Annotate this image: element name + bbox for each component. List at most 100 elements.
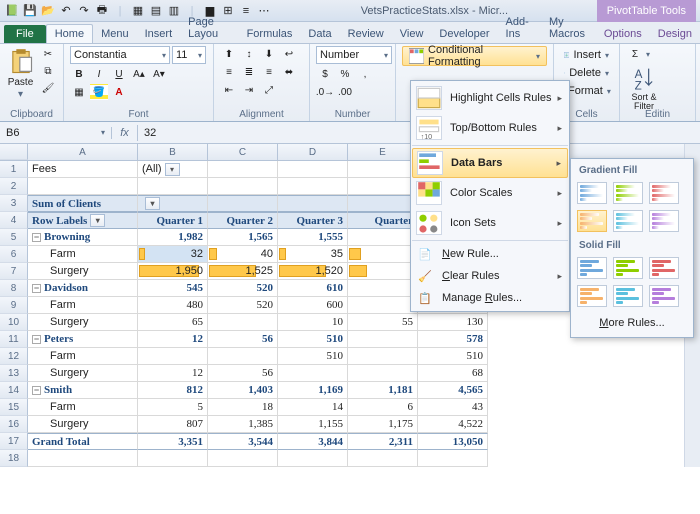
comma-icon[interactable]: , <box>356 66 374 82</box>
print-icon[interactable]: 🖶 <box>94 3 110 19</box>
undo-icon[interactable]: ↶ <box>58 3 74 19</box>
alignment-label: Alignment <box>214 109 309 120</box>
redo-icon[interactable]: ↷ <box>76 3 92 19</box>
paste-button[interactable]: Paste ▾ <box>6 46 35 100</box>
tab-data[interactable]: Data <box>300 25 339 43</box>
menu-top-bottom[interactable]: ↑10Top/Bottom Rules▸ <box>412 113 568 143</box>
align-bot-icon[interactable]: ⬇ <box>260 46 278 62</box>
autosum-icon[interactable]: Σ <box>626 46 644 62</box>
databar-swatch[interactable] <box>613 257 643 279</box>
tab-menu[interactable]: Menu <box>93 25 137 43</box>
databar-swatch[interactable] <box>577 257 607 279</box>
tab-home[interactable]: Home <box>46 24 93 43</box>
databar-swatch[interactable] <box>649 257 679 279</box>
align-left-icon[interactable]: ≡ <box>220 64 238 80</box>
menu-color-scales[interactable]: Color Scales▸ <box>412 178 568 208</box>
databar-swatch[interactable] <box>577 285 607 307</box>
bold-icon[interactable]: B <box>70 66 88 82</box>
tab-formulas[interactable]: Formulas <box>239 25 301 43</box>
pivot-tools-context-tab: PivotTable Tools <box>597 0 696 22</box>
fx-icon[interactable]: fx <box>112 125 138 141</box>
indent-inc-icon[interactable]: ⇥ <box>240 82 258 98</box>
menu-clear-rules[interactable]: 🧹Clear Rules▸ <box>412 265 568 287</box>
paste-label: Paste <box>8 77 34 88</box>
tab-options[interactable]: Options <box>596 25 650 43</box>
conditional-formatting-menu: Highlight Cells Rules▸ ↑10Top/Bottom Rul… <box>410 80 570 312</box>
ribbon-tabs: File Home Menu Insert Page Layou Formula… <box>0 22 700 44</box>
more-rules-link[interactable]: More Rules... <box>577 313 687 333</box>
border-icon[interactable]: ▦ <box>70 84 88 100</box>
tab-review[interactable]: Review <box>340 25 392 43</box>
ribbon: Paste ▾ ✂ ⧉ 🖌 Clipboard Constantia▾ 11▾ … <box>0 44 700 122</box>
group-editing: Σ▾ AZ Sort & Filter Editin <box>620 44 696 121</box>
databar-swatch[interactable] <box>613 285 643 307</box>
group-alignment: ⬆↕⬇↩ ≡≣≡⬌ ⇤⇥⤢ Alignment <box>214 44 310 121</box>
wrap-icon[interactable]: ↩ <box>280 46 298 62</box>
tab-design[interactable]: Design <box>650 25 700 43</box>
databar-swatch[interactable] <box>613 210 643 232</box>
databar-swatch[interactable] <box>577 210 607 232</box>
font-color-icon[interactable]: A <box>110 84 128 100</box>
tab-mymacros[interactable]: My Macros <box>541 13 596 43</box>
sep: | <box>112 3 128 19</box>
solid-fill-header: Solid Fill <box>577 238 687 257</box>
menu-highlight-cells[interactable]: Highlight Cells Rules▸ <box>412 83 568 113</box>
group-font: Constantia▾ 11▾ B I U A▴ A▾ ▦ 🪣 A Font <box>64 44 214 121</box>
orient-icon[interactable]: ⤢ <box>260 82 278 98</box>
formula-bar: B6▾ fx 32 <box>0 122 700 144</box>
gradient-fill-header: Gradient Fill <box>577 163 687 182</box>
align-icon[interactable]: ≡ <box>238 3 254 19</box>
conditional-formatting-button[interactable]: Conditional Formatting ▾ <box>402 46 547 66</box>
clipboard-label: Clipboard <box>0 109 63 120</box>
align-top-icon[interactable]: ⬆ <box>220 46 238 62</box>
insert-cells-button[interactable]: ＋Insert▾ <box>560 46 613 64</box>
name-box[interactable]: B6▾ <box>0 127 112 139</box>
menu-manage-rules[interactable]: 📋Manage Rules... <box>412 287 568 309</box>
cut-icon[interactable]: ✂ <box>39 46 57 62</box>
more-icon[interactable]: ⋯ <box>256 3 272 19</box>
tab-insert[interactable]: Insert <box>137 25 181 43</box>
tab-addins[interactable]: Add-Ins <box>498 13 541 43</box>
menu-data-bars[interactable]: Data Bars▸ <box>412 148 568 178</box>
percent-icon[interactable]: % <box>336 66 354 82</box>
align-center-icon[interactable]: ≣ <box>240 64 258 80</box>
databar-swatch[interactable] <box>613 182 643 204</box>
shrink-font-icon[interactable]: A▾ <box>150 66 168 82</box>
italic-icon[interactable]: I <box>90 66 108 82</box>
filter-icon[interactable]: ▤ <box>148 3 164 19</box>
font-size-combo[interactable]: 11▾ <box>172 46 206 64</box>
merge-icon[interactable]: ⬌ <box>280 64 298 80</box>
databar-swatch[interactable] <box>577 182 607 204</box>
dec-dec-icon[interactable]: .00 <box>336 84 354 100</box>
toggle-icon[interactable]: ▦ <box>130 3 146 19</box>
format-painter-icon[interactable]: 🖌 <box>39 80 57 96</box>
menu-icon-sets[interactable]: Icon Sets▸ <box>412 208 568 238</box>
tab-page-layout[interactable]: Page Layou <box>180 13 238 43</box>
svg-text:Z: Z <box>635 80 642 92</box>
excel-icon: 📗 <box>4 3 20 19</box>
inc-dec-icon[interactable]: .0→ <box>316 84 334 100</box>
databar-swatch[interactable] <box>649 210 679 232</box>
number-format-combo[interactable]: Number▾ <box>316 46 392 64</box>
open-icon[interactable]: 📂 <box>40 3 56 19</box>
databar-swatch[interactable] <box>649 182 679 204</box>
fill-color-icon[interactable]: 🪣 <box>90 84 108 100</box>
menu-new-rule[interactable]: 📄NNew Rule...ew Rule... <box>412 243 568 265</box>
indent-dec-icon[interactable]: ⇤ <box>220 82 238 98</box>
currency-icon[interactable]: $ <box>316 66 334 82</box>
sort-filter-button[interactable]: AZ Sort & Filter <box>626 62 662 111</box>
group-clipboard: Paste ▾ ✂ ⧉ 🖌 Clipboard <box>0 44 64 121</box>
align-right-icon[interactable]: ≡ <box>260 64 278 80</box>
font-label: Font <box>64 109 213 120</box>
tab-file[interactable]: File <box>4 25 46 43</box>
databar-swatch[interactable] <box>649 285 679 307</box>
save-icon[interactable]: 💾 <box>22 3 38 19</box>
copy-icon[interactable]: ⧉ <box>39 63 57 79</box>
tab-developer[interactable]: Developer <box>431 25 497 43</box>
underline-icon[interactable]: U <box>110 66 128 82</box>
align-mid-icon[interactable]: ↕ <box>240 46 258 62</box>
tab-view[interactable]: View <box>392 25 432 43</box>
svg-text:↑10: ↑10 <box>421 132 433 140</box>
grow-font-icon[interactable]: A▴ <box>130 66 148 82</box>
font-name-combo[interactable]: Constantia▾ <box>70 46 170 64</box>
